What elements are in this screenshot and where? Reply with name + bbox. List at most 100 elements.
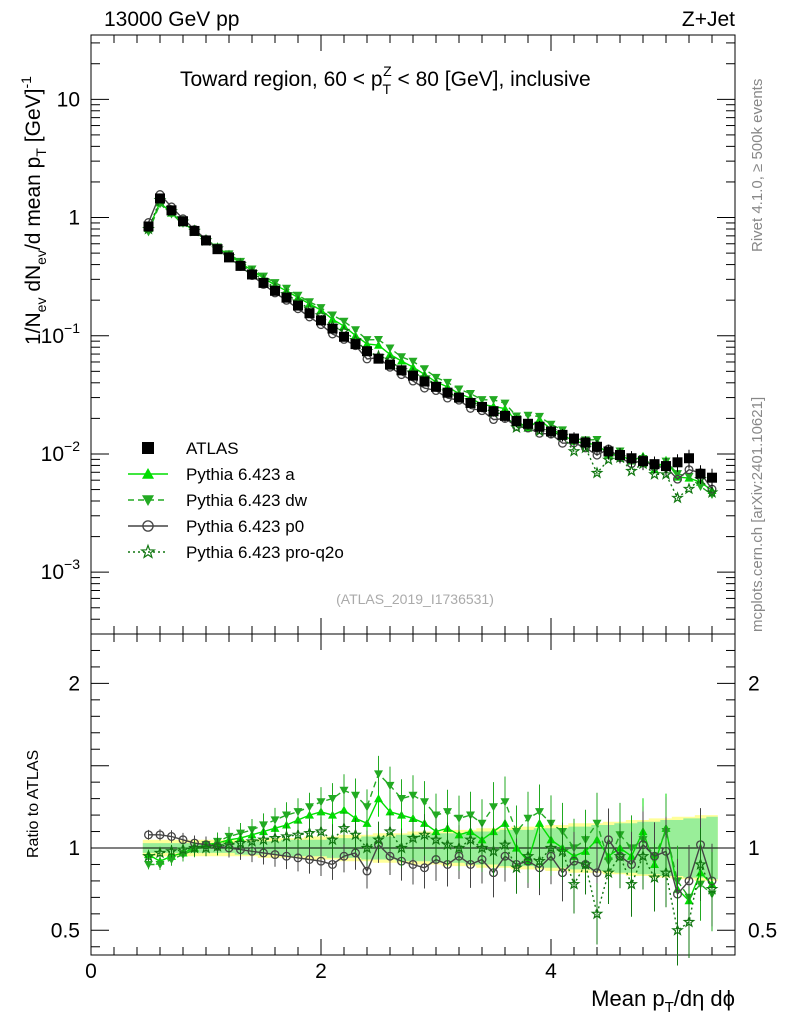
atlas-point [534,421,545,432]
ratio-tick-label-right: 1 [748,837,760,860]
series-3-point-ratio [602,865,615,879]
series-1-point-ratio [512,827,521,837]
ratio-tick-label-left: 1 [68,837,80,860]
series-2-point-ratio [385,851,395,861]
ratio-tick-label-left: 2 [68,672,80,695]
series-0-point-top [374,340,383,349]
series-2-point-ratio [339,851,349,861]
atlas-point [224,252,234,263]
atlas-point [201,235,211,246]
series-2-point-ratio [293,853,303,863]
series-3-point-ratio [188,841,201,854]
atlas-point [442,387,453,398]
series-3-point-ratio [533,854,546,867]
ratio-tick-label-right: 2 [748,672,760,695]
legend-marker [142,468,154,479]
series-3-point-ratio [659,865,673,879]
series-1-point-ratio [155,860,165,869]
atlas-point [327,323,338,334]
legend-marker [142,495,154,506]
series-2-point-ratio [282,851,291,861]
atlas-point [557,429,568,440]
atlas-point [143,221,154,232]
series-3-point-ratio [245,834,259,847]
series-1-point-ratio [316,798,326,807]
atlas-point [419,376,430,387]
series-1-point-ratio [477,819,487,828]
legend-label: Pythia 6.423 a [186,465,295,484]
atlas-point [281,292,292,303]
series-1-point-ratio [397,795,406,804]
series-3-point-ratio [521,849,535,862]
series-3-point-ratio [280,829,293,842]
series-3-point-ratio [360,841,374,854]
atlas-point [603,446,614,457]
series-1-point-top [397,353,406,362]
series-3-point-ratio [337,821,351,834]
series-0-point-ratio [351,813,360,822]
atlas-point [546,426,556,437]
process-label: Z+Jet [682,8,735,31]
series-1-point-ratio [282,811,291,820]
atlas-point [695,468,706,479]
series-3-point-ratio [176,842,190,856]
series-2-point-ratio [592,868,602,878]
series-3-point-top [682,482,696,495]
series-1-point-top [535,412,544,422]
series-1-point-ratio [374,770,383,779]
series-3-point-ratio [303,826,316,839]
atlas-point [477,401,487,412]
atlas-point [638,456,648,467]
rivet-info: Rivet 4.1.0, ≥ 500k events [749,79,766,252]
series-3-point-top [705,485,719,498]
atlas-point [488,406,499,417]
atlas-point [189,225,200,236]
main-plot-series [142,190,719,504]
series-3-point-ratio [349,828,362,841]
series-0-point-ratio [408,813,418,822]
y-tick-label: 10−3 [41,556,81,584]
series-3-point-ratio [487,844,500,857]
series-3-point-ratio [142,849,155,862]
series-3-point-top [590,466,604,479]
series-2-point-ratio [144,830,153,840]
series-3-point-ratio [372,833,385,846]
series-1-point-ratio [489,803,498,812]
atlas-point [155,193,165,204]
legend-label: ATLAS [186,439,239,458]
series-3-point-top [625,464,638,477]
atlas-point [500,410,510,421]
series-1-point-ratio [305,803,314,812]
series-2-point-ratio [305,855,314,864]
legend: ATLAS Pythia 6.423 a Pythia 6.423 dw Pythia… [128,439,344,562]
series-2-point-ratio [316,856,326,866]
series-1-point-top [443,378,452,387]
legend-marker [142,520,154,532]
series-3-point-ratio [326,833,339,846]
series-3-point-top [602,453,615,466]
series-3-point-ratio [556,844,569,857]
series-1-point-top [523,411,533,420]
series-3-point-top [648,467,661,480]
series-2-point-ratio [328,859,337,869]
y-tick-label: 10−1 [41,320,81,348]
series-1-point-top [546,420,556,429]
series-3-point-ratio [452,841,466,854]
atlas-point [293,300,303,311]
series-3-point-top [567,444,581,457]
atlas-point [592,441,602,452]
series-3-point-ratio [671,923,684,936]
atlas-point [316,315,326,326]
ratio-tick-label-left: 0.5 [51,919,80,942]
series-3-point-ratio [682,915,696,928]
legend-marker [142,442,154,454]
series-3-point-ratio [222,838,236,851]
series-2-point-ratio [362,866,372,876]
axis-ticks: 0 2 4 10 1 10−1 10−2 10−3 0.5 0.5 1 1 2 2 [41,35,777,983]
x-axis-label: Mean pT/dη dϕ [591,986,735,1016]
legend-label: Pythia 6.423 p0 [186,517,304,536]
x-tick-label: 0 [85,960,97,983]
series-1-point-ratio [144,860,153,869]
series-1-point-ratio [535,808,544,817]
series-1-point-top [351,326,360,335]
